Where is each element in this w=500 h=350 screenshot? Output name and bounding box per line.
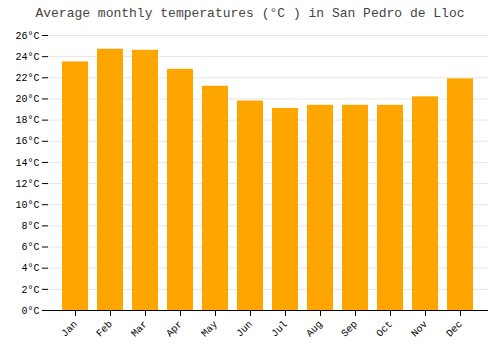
- svg-text:Sep: Sep: [339, 319, 360, 340]
- svg-text:Jan: Jan: [59, 319, 80, 340]
- svg-text:Mar: Mar: [129, 319, 150, 340]
- svg-text:14°C: 14°C: [15, 158, 39, 169]
- svg-text:18°C: 18°C: [15, 115, 39, 126]
- svg-text:4°C: 4°C: [21, 263, 39, 274]
- svg-text:Feb: Feb: [94, 319, 115, 340]
- svg-text:26°C: 26°C: [15, 31, 39, 42]
- svg-text:Jun: Jun: [234, 319, 255, 340]
- svg-text:Aug: Aug: [304, 319, 325, 340]
- svg-text:16°C: 16°C: [15, 136, 39, 147]
- svg-text:6°C: 6°C: [21, 242, 39, 253]
- svg-text:May: May: [199, 319, 220, 340]
- svg-text:0°C: 0°C: [21, 306, 39, 317]
- svg-text:Apr: Apr: [164, 319, 185, 340]
- svg-text:Oct: Oct: [374, 319, 395, 340]
- svg-text:Dec: Dec: [444, 319, 465, 340]
- svg-text:20°C: 20°C: [15, 94, 39, 105]
- svg-text:8°C: 8°C: [21, 221, 39, 232]
- svg-text:10°C: 10°C: [15, 200, 39, 211]
- svg-text:Nov: Nov: [409, 319, 430, 340]
- svg-text:22°C: 22°C: [15, 73, 39, 84]
- svg-text:12°C: 12°C: [15, 179, 39, 190]
- svg-text:Jul: Jul: [269, 319, 290, 340]
- svg-text:24°C: 24°C: [15, 52, 39, 63]
- html-text:Average monthly temperatures (: Average monthly temperatures (°C ) in Sa…: [35, 6, 465, 21]
- svg-text:2°C: 2°C: [21, 285, 39, 296]
